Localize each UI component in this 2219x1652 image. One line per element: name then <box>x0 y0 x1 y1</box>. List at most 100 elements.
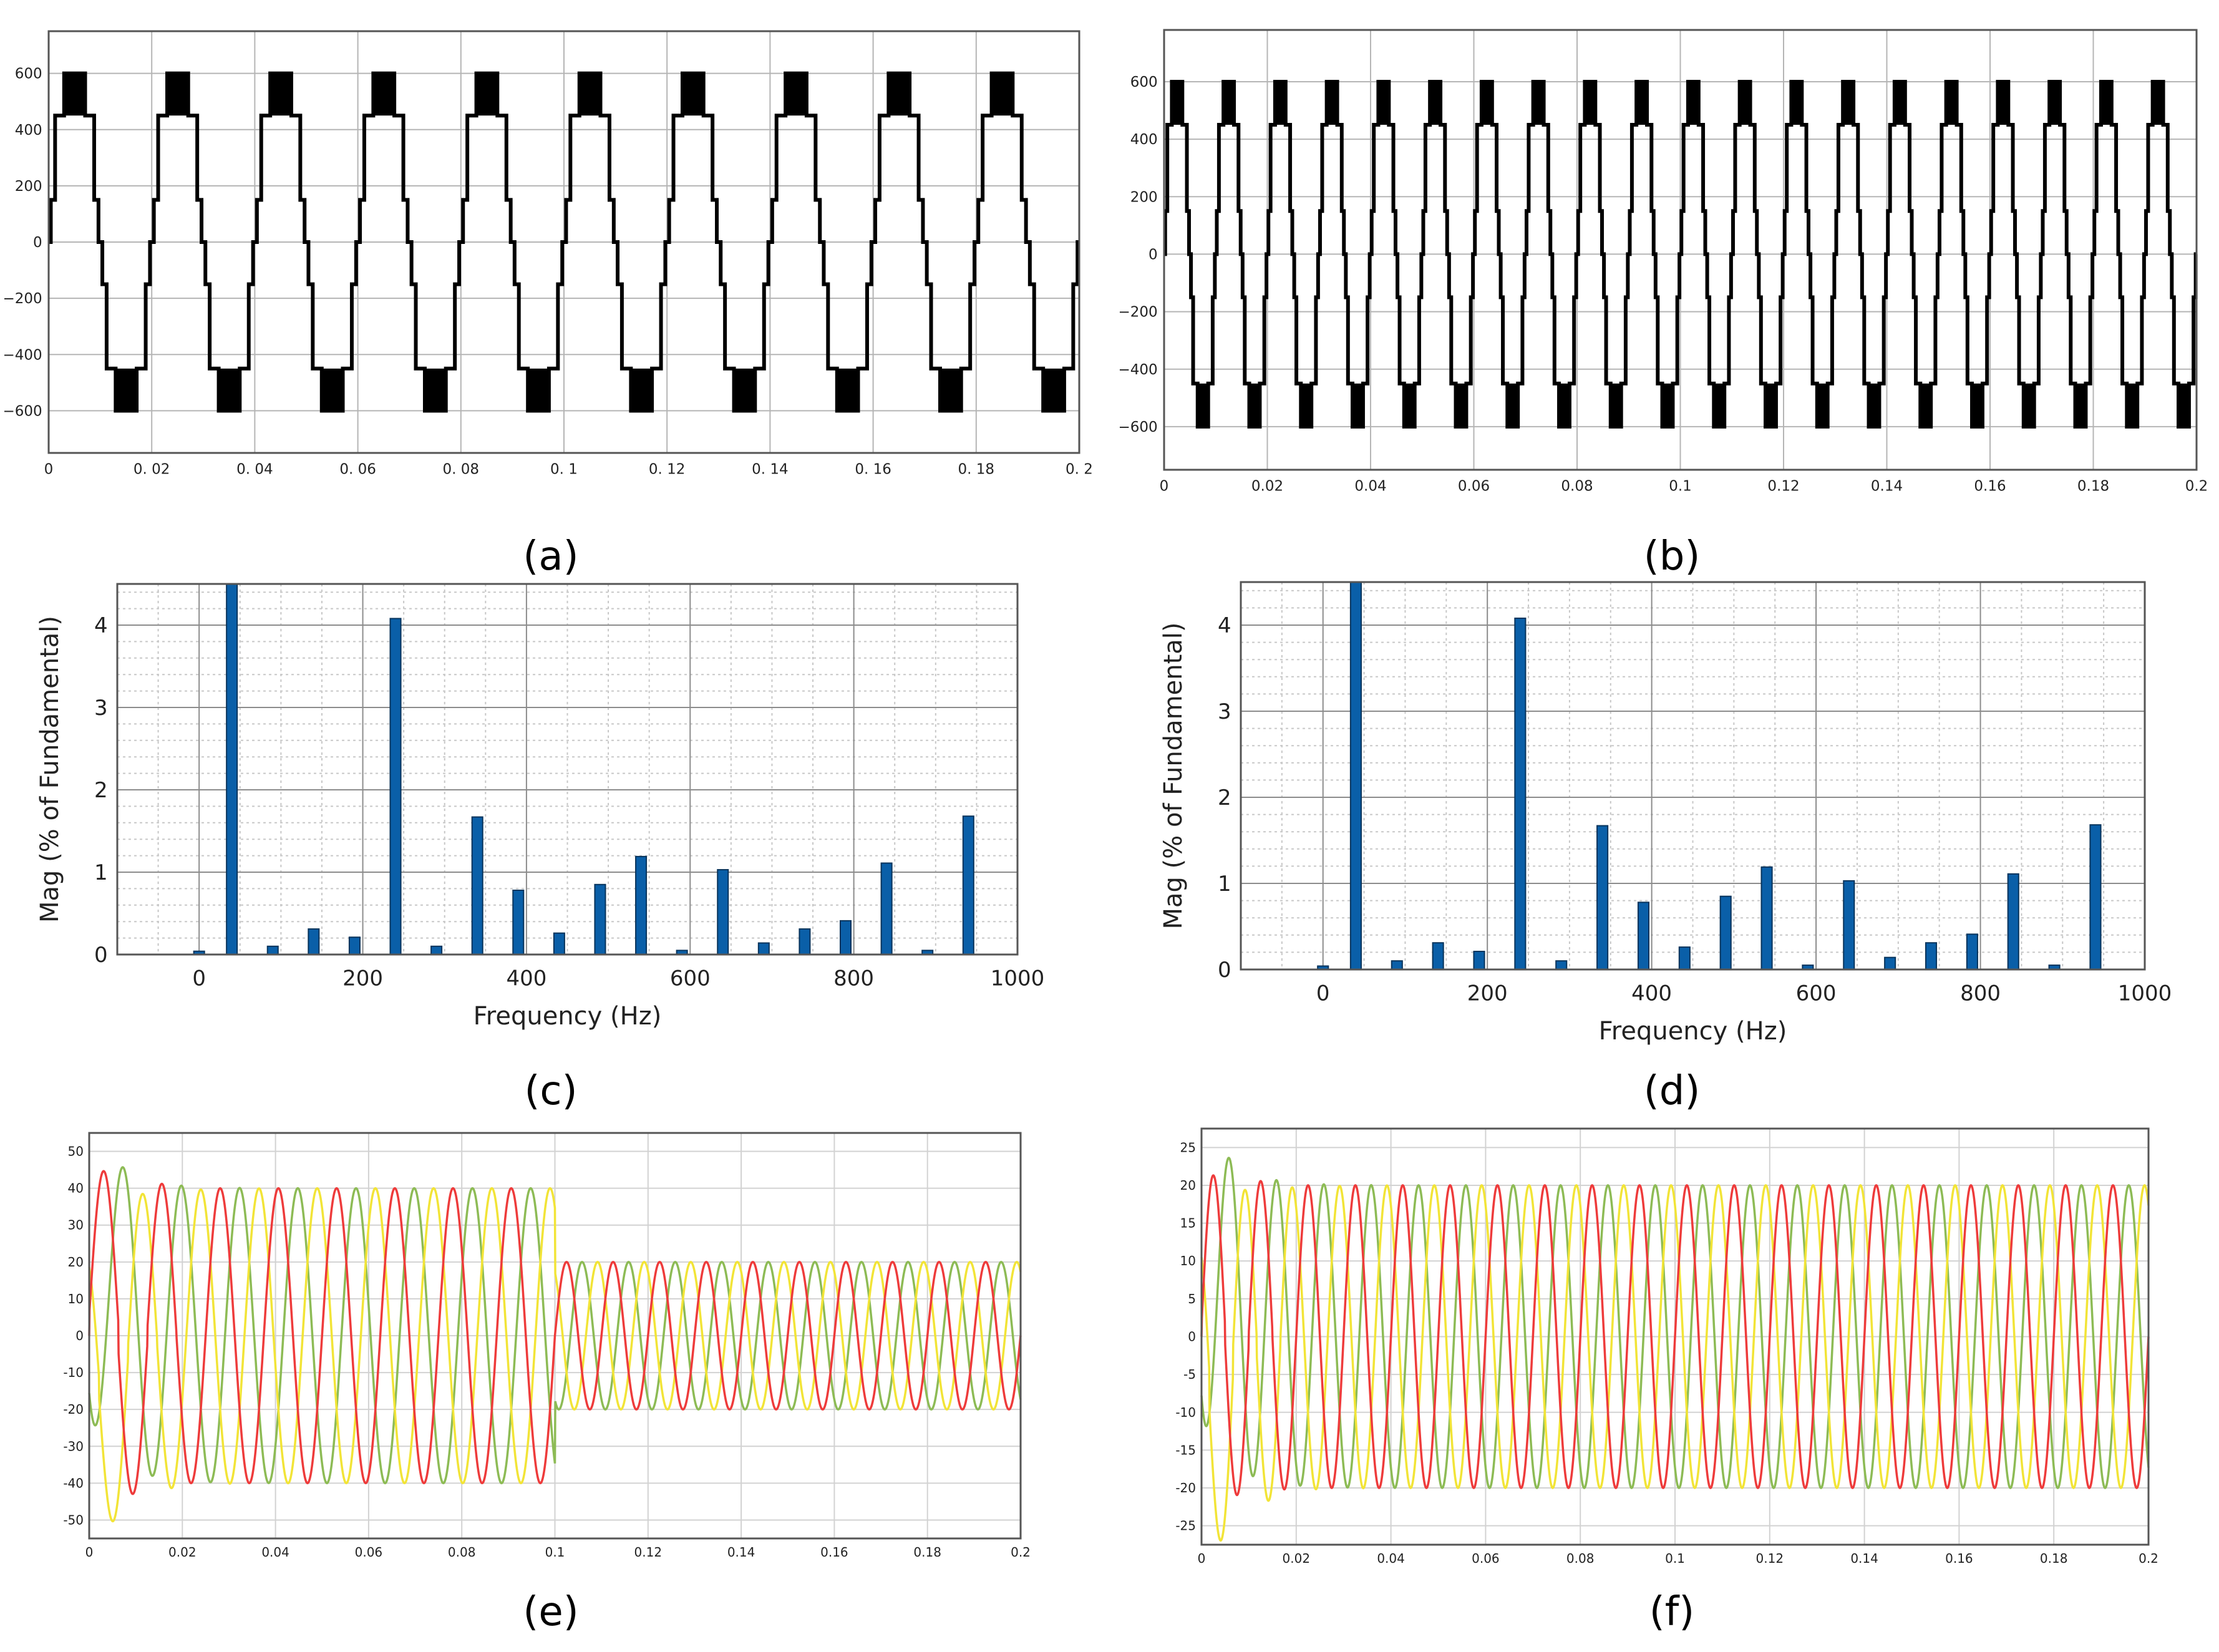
pos-peak-block-2 <box>269 73 291 116</box>
xtick-label-3: 0.06 <box>1472 1551 1500 1566</box>
ytick-label-1: 1 <box>94 860 108 885</box>
ytick-label-5: 0 <box>1188 1329 1196 1344</box>
xtick-label-10: 0.2 <box>1011 1545 1031 1560</box>
ytick-label-5: 0 <box>75 1328 84 1343</box>
y-axis-label: Mag (% of Fundamental) <box>36 616 64 923</box>
xtick-label-10: 0. 2 <box>1066 461 1093 477</box>
ytick-label-4: 5 <box>1188 1291 1196 1306</box>
ytick-label-4: 4 <box>1218 613 1231 638</box>
xtick-label-2: 0. 04 <box>236 461 273 477</box>
xtick-label-3: 0.06 <box>355 1545 383 1560</box>
neg-peak-block-9 <box>1042 368 1064 411</box>
neg-peak-block-12 <box>1817 383 1828 427</box>
chart-d: 0 200 400 600 800 1000 0 1 2 3 4 Frequency (Hz) Mag … <box>1159 581 2172 1046</box>
ytick-label-1: 20 <box>1180 1178 1196 1193</box>
xtick-label-9: 0. 18 <box>958 461 995 477</box>
ytick-label-0: 0 <box>1218 958 1231 983</box>
pos-peak-block-8 <box>888 73 910 116</box>
xtick-label-5: 0.1 <box>545 1545 565 1560</box>
ytick-label-4: 10 <box>68 1291 84 1306</box>
bar-540hz <box>1760 866 1773 971</box>
series-e <box>88 1166 1022 1523</box>
neg-peak-block-2 <box>321 368 343 411</box>
series-a <box>49 71 1080 413</box>
bar-640hz <box>1843 880 1855 970</box>
bar-490hz <box>1719 895 1732 970</box>
pos-peak-block-1 <box>167 73 188 116</box>
bar-340hz <box>471 816 483 956</box>
xtick-label-4: 0.08 <box>1566 1551 1595 1566</box>
ticks-c: 0 200 400 600 800 1000 0 1 2 3 4 <box>94 613 1044 991</box>
neg-peak-block-4 <box>1404 383 1415 427</box>
chart-a: 0 0. 02 0. 04 0. 06 0. 08 0. 1 0. 12 0. 14 0. 16… <box>2 30 1093 477</box>
neg-peak-block-7 <box>837 368 858 411</box>
neg-peak-block-11 <box>1765 383 1776 427</box>
xtick-label-9: 0.18 <box>913 1545 941 1560</box>
ytick-label-6: -5 <box>1183 1367 1196 1382</box>
panel-label-e: (e) <box>523 1589 578 1635</box>
bar-40hz <box>1349 581 1362 970</box>
ytick-label-3: 3 <box>1218 699 1231 724</box>
ytick-label-3: 0 <box>33 235 42 251</box>
ytick-label-2: 15 <box>1180 1216 1196 1231</box>
chart-e: 0 0.02 0.04 0.06 0.08 0.1 0.12 0.14 0.16 0.18 0.2 5… <box>63 1132 1031 1560</box>
xtick-label-8: 0.16 <box>820 1545 848 1560</box>
grid-c <box>117 584 1018 955</box>
xtick-label-6: 0. 12 <box>649 461 686 477</box>
neg-peak-block-16 <box>2023 383 2034 427</box>
bar-90hz <box>1391 960 1403 970</box>
xtick-label-3: 600 <box>670 966 711 991</box>
xtick-label-6: 0.12 <box>1767 478 1799 494</box>
neg-peak-block-10 <box>1714 383 1725 427</box>
plot-frame-e <box>88 1132 1022 1540</box>
ytick-label-7: -20 <box>63 1402 84 1417</box>
pos-peak-block-10 <box>1687 81 1699 125</box>
bar-290hz <box>430 945 443 956</box>
bar-790hz <box>840 920 852 956</box>
pos-peak-block-7 <box>1533 81 1544 125</box>
bar-940hz <box>962 815 974 955</box>
ytick-label-5: −400 <box>1118 362 1157 378</box>
neg-peak-block-0 <box>1197 383 1208 427</box>
pos-peak-block-17 <box>2049 81 2060 125</box>
xtick-label-5: 0. 1 <box>550 461 578 477</box>
chart-f: 0 0.02 0.04 0.06 0.08 0.1 0.12 0.14 0.16 0.18 0.2 2… <box>1175 1127 2158 1566</box>
neg-peak-block-5 <box>1455 383 1467 427</box>
bar-140hz <box>1432 942 1444 970</box>
neg-peak-block-13 <box>1868 383 1880 427</box>
pos-peak-block-6 <box>1481 81 1492 125</box>
xtick-label-0: 0 <box>44 461 54 477</box>
neg-peak-block-7 <box>1558 383 1570 427</box>
plot-frame-d <box>1240 581 2146 971</box>
series-line-phase-A <box>88 1170 1022 1495</box>
ytick-label-4: −200 <box>2 291 42 307</box>
plot-frame-c <box>116 583 1019 956</box>
bar-440hz <box>553 932 565 956</box>
ytick-label-2: 200 <box>15 178 42 195</box>
xtick-label-5: 1000 <box>2118 981 2172 1006</box>
bar-690hz <box>757 942 770 956</box>
xtick-label-1: 0.02 <box>168 1545 197 1560</box>
pos-peak-block-0 <box>64 73 85 116</box>
pos-peak-block-2 <box>1275 81 1286 125</box>
xtick-label-10: 0.2 <box>2185 478 2208 494</box>
ytick-label-0: 25 <box>1180 1140 1196 1155</box>
pos-peak-block-8 <box>1585 81 1596 125</box>
ytick-label-1: 40 <box>68 1181 84 1196</box>
xtick-label-1: 0.02 <box>1283 1551 1311 1566</box>
bar-390hz <box>1637 901 1650 970</box>
panel-label-a: (a) <box>523 533 578 580</box>
ytick-label-2: 2 <box>1218 785 1231 810</box>
bar-640hz <box>717 869 729 956</box>
ticks-d: 0 200 400 600 800 1000 0 1 2 3 4 <box>1218 613 2172 1006</box>
bar-240hz <box>1514 617 1527 970</box>
x-axis-label: Frequency (Hz) <box>1599 1017 1787 1046</box>
panel-label-f: (f) <box>1649 1589 1694 1635</box>
pos-peak-block-5 <box>579 73 601 116</box>
bar-840hz <box>2007 873 2019 970</box>
xtick-label-4: 800 <box>1960 981 2001 1006</box>
ytick-label-1: 1 <box>1218 872 1231 896</box>
neg-peak-block-3 <box>1352 383 1363 427</box>
xtick-label-2: 0.04 <box>1354 478 1386 494</box>
bar-540hz <box>635 855 648 956</box>
